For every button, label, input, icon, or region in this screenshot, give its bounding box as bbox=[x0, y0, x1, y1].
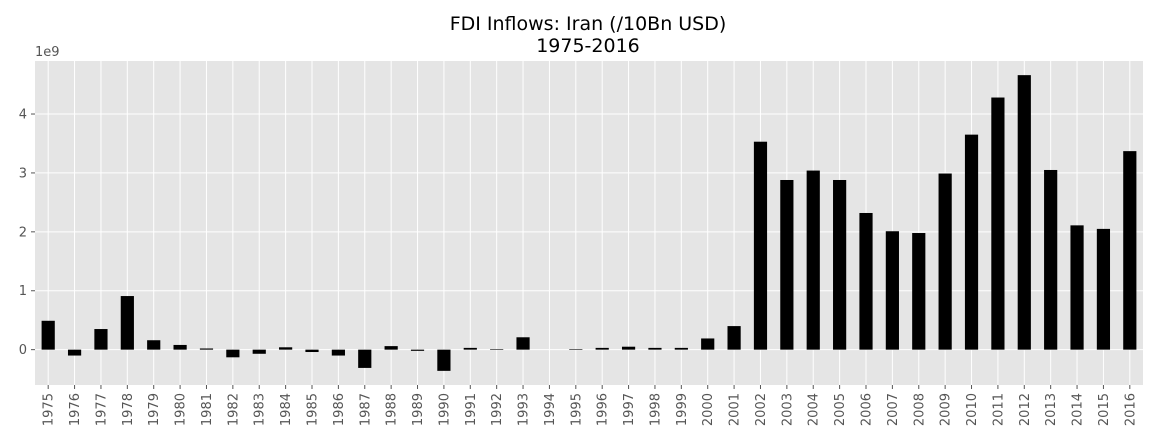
x-tick-label: 1983 bbox=[253, 393, 268, 426]
bar-1981 bbox=[199, 348, 214, 350]
bar-1988 bbox=[384, 346, 398, 350]
x-tick-label: 2002 bbox=[754, 393, 769, 426]
bar-2016 bbox=[1123, 151, 1137, 350]
x-tick-label: 1984 bbox=[279, 393, 294, 426]
x-tick-label: 2003 bbox=[780, 393, 795, 426]
bar-1996 bbox=[595, 347, 609, 350]
plot-area bbox=[35, 61, 1143, 385]
x-tick-label: 1999 bbox=[675, 393, 690, 426]
x-tick-label: 1996 bbox=[596, 393, 611, 426]
x-tick-label: 1981 bbox=[200, 393, 215, 426]
y-axis-offset-label: 1e9 bbox=[35, 45, 60, 60]
chart-subtitle: 1975-2016 bbox=[536, 35, 640, 57]
x-tick-label: 2010 bbox=[965, 393, 980, 426]
x-tick-label: 1985 bbox=[306, 393, 321, 426]
bar-1976 bbox=[67, 349, 82, 356]
x-tick-label: 1975 bbox=[42, 393, 57, 426]
x-tick-label: 1994 bbox=[543, 393, 558, 426]
x-tick-label: 2014 bbox=[1071, 393, 1086, 426]
x-tick-label: 2013 bbox=[1044, 393, 1059, 426]
bar-2008 bbox=[912, 233, 926, 350]
bar-1986 bbox=[331, 349, 345, 356]
bar-1992 bbox=[490, 349, 504, 350]
bar-2015 bbox=[1096, 228, 1111, 350]
bar-1997 bbox=[621, 346, 636, 350]
bar-1995 bbox=[569, 349, 583, 350]
bar-1991 bbox=[463, 347, 477, 350]
x-tick-label: 1982 bbox=[226, 393, 241, 426]
x-tick-label: 1992 bbox=[490, 393, 505, 426]
x-tick-label: 2004 bbox=[807, 393, 822, 426]
chart-title: FDI Inflows: Iran (/10Bn USD) bbox=[450, 13, 727, 35]
bars bbox=[41, 75, 1137, 371]
bar-1998 bbox=[648, 347, 662, 350]
bar-2009 bbox=[938, 173, 952, 350]
x-tick-label: 2008 bbox=[912, 393, 927, 426]
x-tick-label: 1988 bbox=[385, 393, 400, 426]
bar-1975 bbox=[41, 320, 55, 350]
x-tick-label: 1980 bbox=[174, 393, 189, 426]
x-tick-label: 2016 bbox=[1123, 393, 1138, 426]
bar-2003 bbox=[780, 179, 794, 350]
x-tick-label: 1987 bbox=[358, 393, 373, 426]
bar-1985 bbox=[305, 349, 319, 353]
bar-2013 bbox=[1044, 169, 1058, 350]
bar-2001 bbox=[727, 326, 741, 350]
x-tick-label: 2012 bbox=[1018, 393, 1033, 426]
bar-2014 bbox=[1070, 225, 1084, 350]
x-tick-label: 1989 bbox=[411, 393, 426, 426]
x-tick-label: 1995 bbox=[569, 393, 584, 426]
x-tick-label: 1977 bbox=[94, 393, 109, 426]
bar-1993 bbox=[516, 337, 530, 350]
y-tick-label: 2 bbox=[19, 225, 27, 240]
bar-2010 bbox=[964, 134, 979, 350]
x-tick-label: 1978 bbox=[121, 393, 136, 426]
x-tick-label: 2006 bbox=[860, 393, 875, 426]
x-tick-label: 1986 bbox=[332, 393, 347, 426]
x-tick-label: 2001 bbox=[728, 393, 743, 426]
bar-1987 bbox=[358, 349, 372, 368]
bar-2000 bbox=[701, 338, 715, 350]
x-tick-label: 1976 bbox=[68, 393, 83, 426]
x-tick-label: 2009 bbox=[939, 393, 954, 426]
bar-2004 bbox=[806, 170, 820, 350]
bar-1983 bbox=[252, 349, 266, 354]
y-tick-label: 3 bbox=[19, 166, 27, 181]
bar-2011 bbox=[991, 97, 1005, 350]
bar-2012 bbox=[1017, 75, 1031, 350]
bar-2002 bbox=[753, 141, 768, 350]
x-tick-label: 1991 bbox=[464, 393, 479, 426]
x-axis-ticks: 1975 1976 1977 1978 1979 1980 1981 1982 1983 1984… bbox=[42, 385, 1138, 426]
bar-2006 bbox=[859, 212, 873, 350]
x-tick-label: 2011 bbox=[991, 393, 1006, 426]
x-tick-label: 2015 bbox=[1097, 393, 1112, 426]
bar-1978 bbox=[120, 296, 134, 350]
y-tick-label: 4 bbox=[19, 108, 27, 123]
bar-1989 bbox=[410, 349, 425, 351]
x-tick-label: 1979 bbox=[147, 393, 162, 426]
x-tick-label: 2005 bbox=[833, 393, 848, 426]
bar-1977 bbox=[94, 329, 108, 350]
y-tick-label: 0 bbox=[19, 343, 27, 358]
bar-1980 bbox=[173, 344, 187, 350]
bar-1984 bbox=[279, 347, 293, 350]
x-tick-label: 1998 bbox=[648, 393, 663, 426]
bar-1979 bbox=[147, 340, 161, 350]
bar-1990 bbox=[437, 349, 451, 371]
bar-2007 bbox=[885, 231, 899, 350]
y-tick-label: 1 bbox=[19, 284, 27, 299]
x-tick-label: 1997 bbox=[622, 393, 637, 426]
x-tick-label: 2000 bbox=[701, 393, 716, 426]
y-axis-ticks: 0 1 2 3 4 bbox=[19, 108, 35, 358]
bar-1982 bbox=[226, 349, 240, 358]
x-tick-label: 2007 bbox=[886, 393, 901, 426]
x-tick-label: 1990 bbox=[437, 393, 452, 426]
x-tick-label: 1993 bbox=[517, 393, 532, 426]
bar-2005 bbox=[833, 179, 847, 350]
bar-1999 bbox=[674, 347, 688, 350]
